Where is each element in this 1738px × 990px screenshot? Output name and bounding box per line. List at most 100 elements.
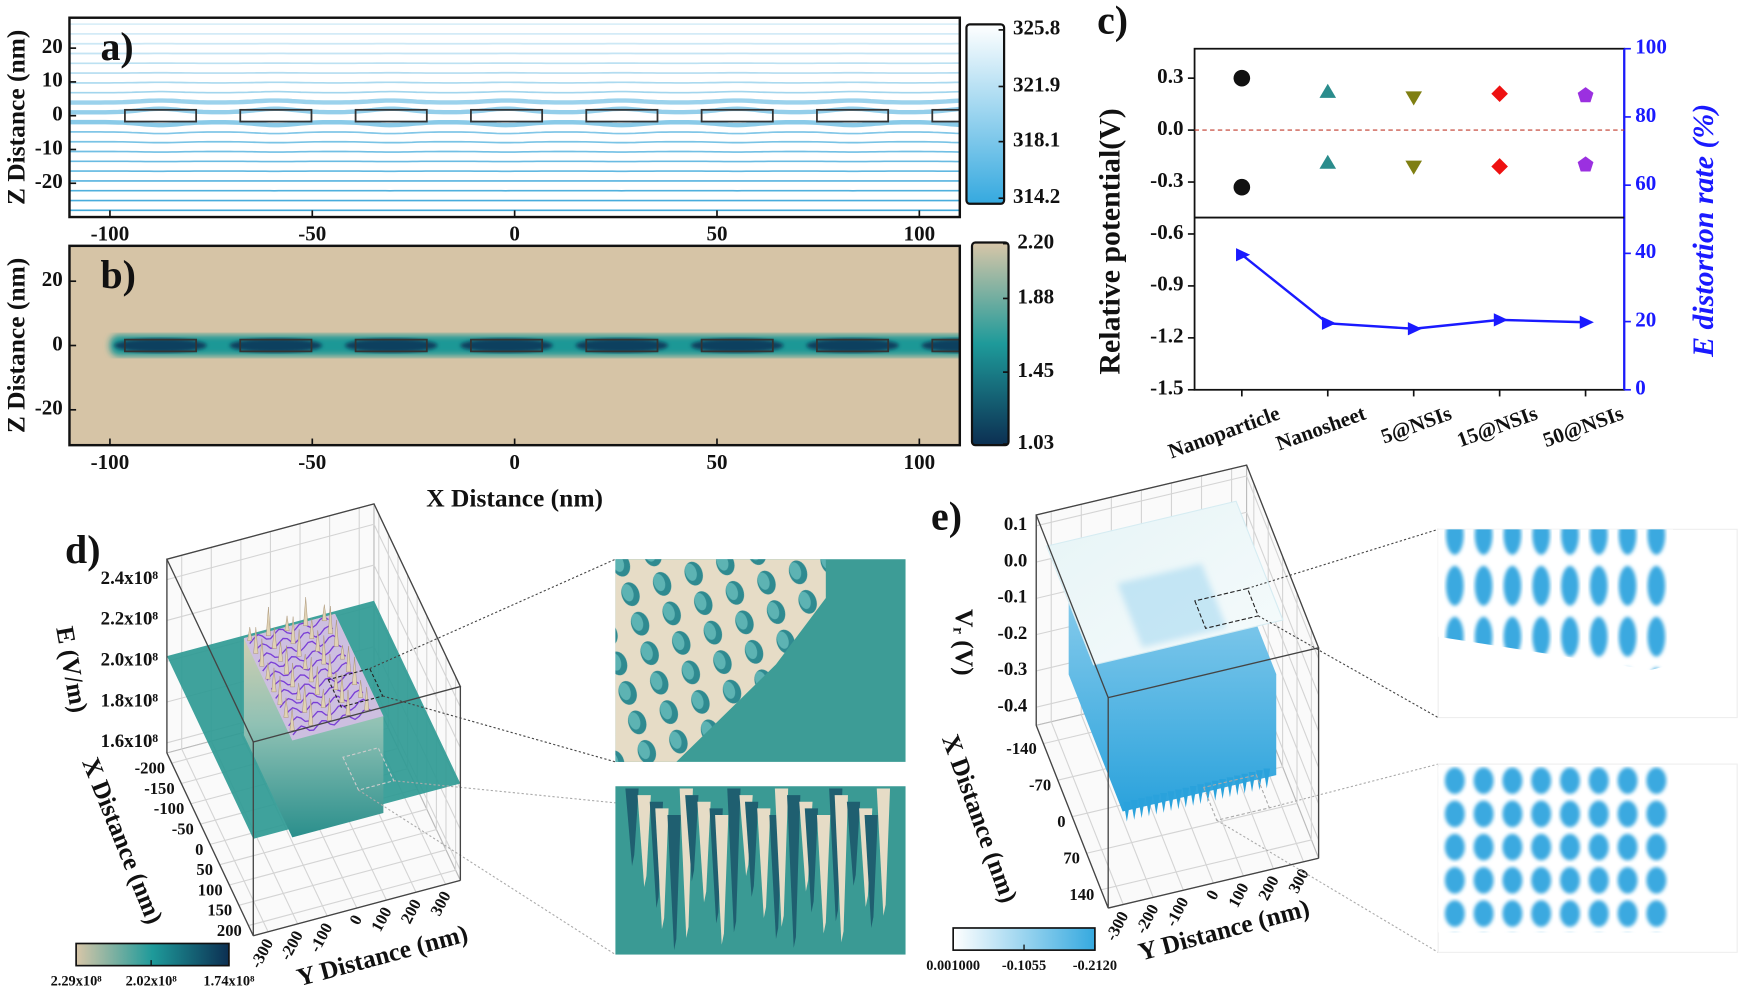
grid-line [166,523,375,581]
y-tick-label: -20 [35,396,63,420]
y2-axis-label: E distortion rate (%) [1687,104,1720,358]
surface-spike [277,676,283,705]
field-core [575,338,669,353]
grid-line [1080,714,1154,898]
x-tick-label: -70 [1029,776,1051,795]
surface-ridge [279,680,360,709]
contour-line [69,98,960,105]
nanosheet [239,338,313,353]
panel-label: a) [100,24,133,69]
x-axis-label: X Distance (nm) [426,483,603,512]
inset-spike [637,795,651,888]
z-tick-label: 2.0x10⁸ [101,650,159,671]
inset-spike [727,788,741,933]
surface-spike [1130,799,1138,820]
y-tick-label: 300 [426,888,454,919]
connector [1257,615,1439,719]
y2-tick-label: 20 [1635,307,1656,331]
grid-line [1246,512,1320,696]
x-tick-label: 0 [195,840,203,859]
surface-spike [308,656,314,683]
marker [1577,87,1594,103]
x-tick-label: 50 [196,860,213,879]
z-tick-label: 1.6x10⁸ [101,731,159,752]
inset-spike [774,788,789,927]
marker [1319,83,1337,98]
connector [1216,819,1439,953]
surface-spike [284,645,290,675]
surface-spike [333,671,339,690]
colorbar-tick-label: 1.03 [1017,430,1054,454]
nanosheet [700,338,774,353]
z-tick-label: -0.1 [998,587,1028,608]
marker [1321,316,1337,330]
surface-ridge [249,616,329,645]
y2-tick-label: 0 [1635,376,1646,400]
marker [1405,160,1423,175]
nanosheet [470,338,544,353]
surface-spike [1226,777,1234,798]
y-tick-label: -200 [276,927,307,963]
surface-spike [309,618,315,639]
colorbar-tick-label: 325.8 [1013,16,1060,40]
marker [1491,158,1508,175]
colorbar-tick-label: 0.001000 [926,958,980,974]
marker [1319,154,1337,169]
surface-spike [271,667,277,693]
contour-line [69,119,960,128]
nanosheet [931,338,960,353]
surface-spike [271,627,277,649]
inset-spike [876,788,891,916]
surface-spike [326,697,332,721]
surface-spike [265,606,271,636]
surface-spike [1211,780,1219,801]
surface-spike [333,619,339,647]
y-tick-label: 20 [42,34,63,58]
surface-spike [314,666,320,695]
marker [1491,85,1508,103]
y-tick-label: -100 [305,920,336,956]
surface-spike [1241,773,1249,794]
surface-spike [364,686,370,711]
colorbar-tick-label: 1.88 [1017,284,1054,308]
box-outline [253,879,461,937]
inset-spike [715,815,729,945]
surface-spike [253,627,259,654]
x-tick-label: 0 [509,450,520,474]
x-tick-label: -200 [135,759,165,778]
inset-spike [667,815,681,951]
field-core [229,338,323,353]
colorbar-tick-label: -0.2120 [1073,958,1117,974]
y-tick-label: -0.3 [1150,168,1183,192]
surface-spike [321,604,327,622]
connector [358,789,616,956]
surface-spike [1248,772,1256,792]
z-tick-label: 0.0 [1004,550,1028,571]
z-tick-label: -0.3 [998,659,1028,680]
y-tick-label: 300 [1284,865,1312,896]
colorbar-tick-label: 2.20 [1017,229,1054,253]
x-tick-label: 150 [207,901,232,920]
colorbar-tick-label: 1.74x10⁸ [203,974,255,990]
surface-spike [1138,798,1145,819]
nanosheet [700,108,774,123]
x-tick-label: 100 [904,450,936,474]
x-tick-label: -100 [154,799,184,818]
x-tick-label: 50@NSIs [1540,401,1627,452]
y-tick-label: 0 [52,331,63,355]
box-outline [1108,857,1319,909]
inset-surface [615,559,826,762]
x-tick-label: 0 [1057,812,1065,831]
surface-spike [265,662,271,680]
grid-line [373,524,461,708]
y-tick-label: -1.2 [1150,324,1183,348]
z-tick-label: 2.4x10⁸ [101,568,159,589]
y-tick-label: 0 [52,102,63,126]
surface-spike [1189,785,1197,806]
field-core [806,338,899,353]
surface-spike [247,626,253,641]
y-tick-label: -0.6 [1150,220,1183,244]
nanosheet [239,108,313,123]
